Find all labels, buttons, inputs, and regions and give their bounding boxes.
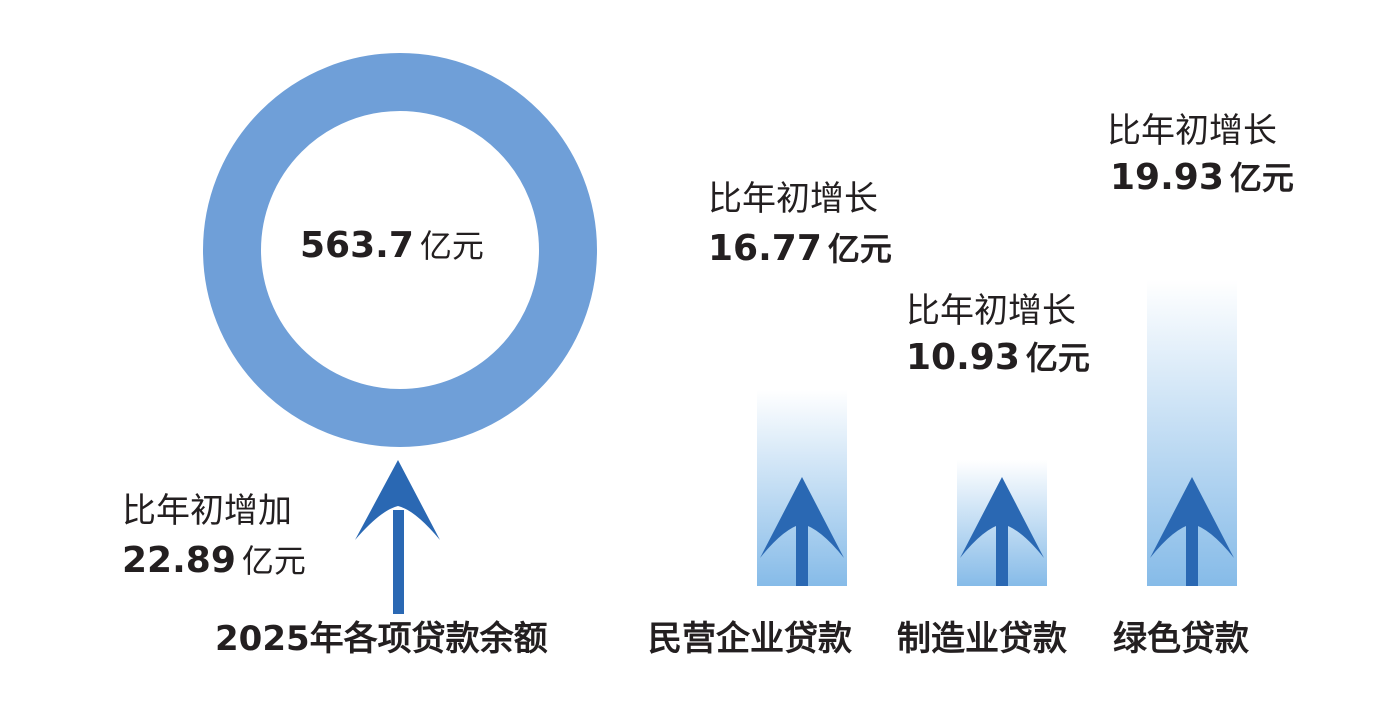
up-arrow-icon [760, 477, 844, 586]
bar-category-label: 民营企业贷款 [648, 619, 852, 659]
bar-change-value: 19.93 亿元 [1110, 157, 1294, 198]
bar-change-label: 比年初增长 [708, 179, 878, 219]
bar-change-value: 16.77 亿元 [708, 228, 892, 269]
total-change-label: 比年初增加 [122, 491, 292, 531]
up-arrow-icon [1150, 477, 1234, 586]
total-donut-ring [203, 53, 597, 447]
bar-change-label: 比年初增长 [906, 291, 1076, 331]
total-up-arrow-icon [355, 460, 440, 614]
bar-change-value: 10.93 亿元 [906, 337, 1090, 378]
bar-change-label: 比年初增长 [1107, 111, 1277, 151]
total-category-label: 2025年各项贷款余额 [215, 619, 548, 659]
bar-category-label: 绿色贷款 [1113, 619, 1249, 659]
up-arrow-icon [960, 477, 1044, 586]
bar-category-label: 制造业贷款 [897, 619, 1067, 659]
total-value: 563.7 亿元 [300, 225, 484, 266]
total-change-value: 22.89 亿元 [122, 540, 306, 581]
